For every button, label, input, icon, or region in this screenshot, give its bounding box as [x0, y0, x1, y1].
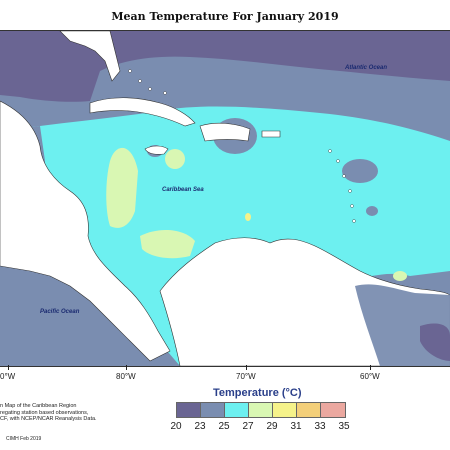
- map-title: Mean Temperature For January 2019: [111, 10, 339, 23]
- note-line: regating station based observations,: [0, 409, 89, 416]
- legend-swatch: [201, 403, 225, 417]
- atlantic-ocean-label: Atlantic Ocean: [344, 65, 387, 71]
- lon-label: 0°W: [0, 372, 16, 381]
- warm-patch-jamaica: [165, 149, 185, 169]
- island-dot: [352, 219, 356, 223]
- legend-swatch: [273, 403, 297, 417]
- legend-swatch: [177, 403, 201, 417]
- island-dot: [163, 91, 167, 95]
- legend-break-label: 25: [218, 421, 230, 432]
- warm-spot-curacao: [245, 213, 251, 221]
- cuba: [89, 97, 196, 127]
- island-dot: [138, 79, 142, 83]
- island-dot: [350, 204, 354, 208]
- pacific-ocean-label: Pacific Ocean: [40, 309, 80, 315]
- island-dot: [348, 189, 352, 193]
- legend-swatch: [297, 403, 321, 417]
- legend-swatch: [225, 403, 249, 417]
- jamaica: [144, 145, 169, 155]
- legend-break-label: 20: [170, 421, 182, 432]
- lon-label: 70°W: [236, 372, 256, 381]
- caribbean-sea-label: Caribbean Sea: [162, 187, 204, 193]
- legend-break-label: 31: [290, 421, 302, 432]
- hispaniola: [199, 122, 251, 142]
- island-dot: [342, 174, 346, 178]
- lon-tick: [126, 365, 127, 370]
- temperature-map: Atlantic Ocean Caribbean Sea Pacific Oce…: [0, 31, 450, 366]
- central-america: [0, 100, 171, 362]
- island-dot: [336, 159, 340, 163]
- credit-text: CIMH Feb 2019: [6, 436, 42, 442]
- legend-break-label: 35: [338, 421, 350, 432]
- cool-spot-small: [366, 206, 378, 216]
- legend-break-label: 23: [194, 421, 206, 432]
- cool-spot-east: [342, 159, 378, 183]
- florida: [59, 31, 121, 82]
- island-dot: [328, 149, 332, 153]
- island-dot: [128, 69, 132, 73]
- guiana-coldest: [420, 323, 450, 361]
- legend-colorbar: [176, 402, 346, 418]
- island-dot: [148, 87, 152, 91]
- lon-label: 60°W: [360, 372, 380, 381]
- legend-swatch: [321, 403, 345, 417]
- puerto-rico: [261, 130, 281, 138]
- warm-patch-west: [106, 147, 138, 228]
- lon-tick: [246, 365, 247, 370]
- map-notes: n Map of the Caribbean Region regating s…: [0, 403, 97, 423]
- legend-break-label: 29: [266, 421, 278, 432]
- legend-swatch: [249, 403, 273, 417]
- warm-patch-trinidad: [393, 271, 407, 281]
- note-line: CF, with NCEP/NCAR Reanalysis Data.: [0, 416, 97, 422]
- warm-patch-south: [140, 229, 195, 259]
- map-panel: Atlantic Ocean Caribbean Sea Pacific Oce…: [0, 30, 450, 367]
- lon-label: 80°W: [116, 372, 136, 381]
- legend-break-label: 27: [242, 421, 254, 432]
- note-line: n Map of the Caribbean Region: [0, 403, 77, 409]
- lon-tick: [8, 365, 9, 370]
- legend-break-label: 33: [314, 421, 326, 432]
- lon-tick: [370, 365, 371, 370]
- legend-title: Temperature (°C): [213, 387, 302, 399]
